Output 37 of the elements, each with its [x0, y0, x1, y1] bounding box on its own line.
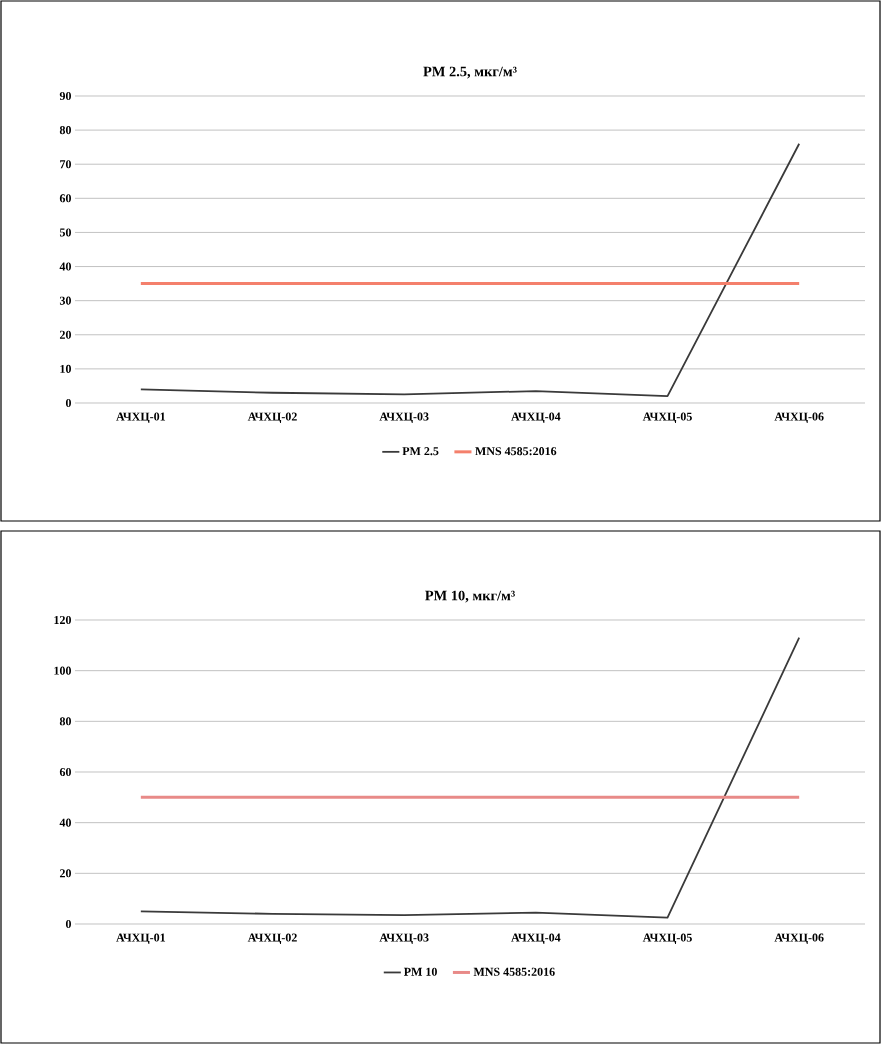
y-tick-label: 60 [59, 194, 71, 203]
y-tick-label: 80 [59, 126, 71, 135]
legend-label: MNS 4585:2016 [473, 967, 555, 976]
y-tick-label: 60 [59, 767, 71, 777]
x-tick-label: АЧХЦ-05 [642, 933, 692, 945]
x-tick-label: АЧХЦ-06 [774, 412, 824, 424]
x-tick-label: АЧХЦ-03 [379, 412, 429, 424]
line-series [139, 142, 801, 398]
line-series [139, 636, 801, 919]
chart-title: PM 2.5, мкг/м³ [423, 66, 517, 79]
x-tick-label: АЧХЦ-04 [511, 933, 561, 945]
legend-label: PM 10 [403, 967, 437, 976]
x-tick-label: АЧХЦ-01 [116, 933, 166, 945]
y-tick-label: 120 [54, 615, 71, 625]
chart-title: PM 10, мкг/м³ [425, 590, 515, 603]
y-tick-label: 70 [60, 160, 71, 169]
x-tick-label: АЧХЦ-02 [247, 412, 297, 424]
legend-label: MNS 4585:2016 [475, 447, 557, 456]
x-tick-label: АЧХЦ-05 [642, 412, 692, 424]
x-tick-label: АЧХЦ-03 [379, 933, 429, 945]
legend-label: PM 2.5 [402, 447, 439, 456]
y-tick-label: 0 [65, 919, 71, 929]
x-tick-label: АЧХЦ-01 [116, 412, 166, 424]
y-tick-label: 0 [65, 398, 71, 408]
y-tick-label: 30 [59, 296, 71, 305]
y-tick-label: 40 [59, 262, 71, 271]
x-tick-label: АЧХЦ-06 [774, 933, 824, 945]
x-tick-label: АЧХЦ-02 [247, 933, 297, 945]
y-tick-label: 80 [59, 717, 71, 726]
y-tick-label: 40 [59, 818, 71, 827]
x-tick-label: АЧХЦ-04 [511, 412, 561, 424]
y-tick-label: 50 [59, 228, 71, 237]
y-tick-label: 90 [59, 91, 71, 101]
y-tick-label: 100 [54, 666, 71, 675]
y-tick-label: 10 [60, 364, 71, 373]
y-tick-label: 20 [59, 330, 71, 339]
y-tick-label: 20 [59, 869, 71, 878]
